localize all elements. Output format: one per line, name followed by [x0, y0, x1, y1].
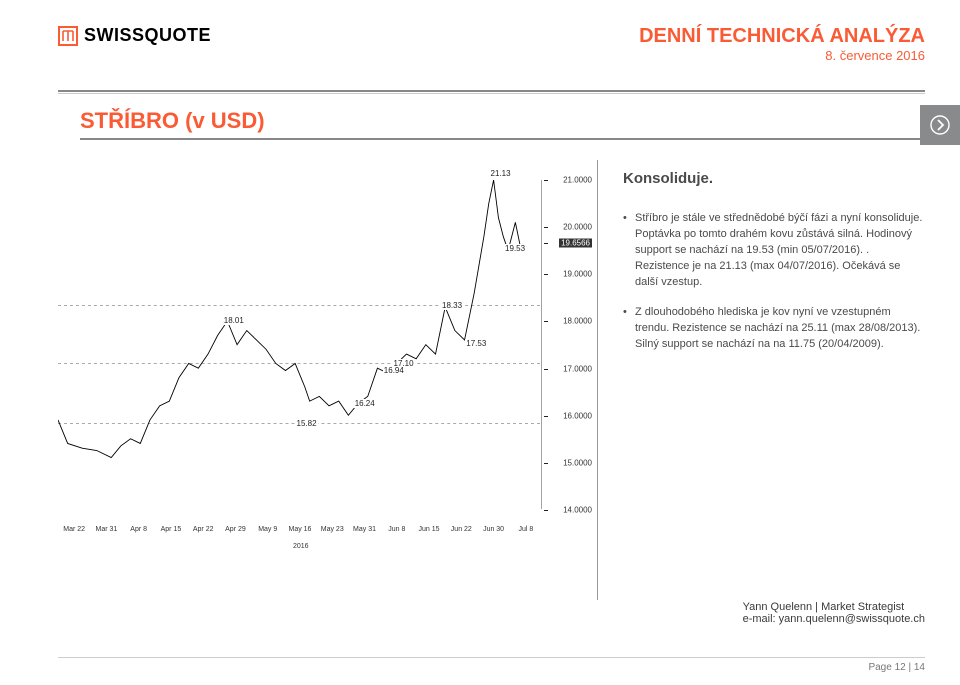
author-name: Yann Quelenn | Market Strategist	[743, 601, 925, 613]
chart-annotation: 17.53	[465, 339, 487, 348]
panel-title: STŘÍBRO (v USD)	[80, 108, 265, 133]
panel-title-bar: STŘÍBRO (v USD)	[80, 108, 925, 140]
chart-annotation: 19.53	[504, 244, 526, 253]
page-number: Page 12 | 14	[868, 662, 925, 673]
chart-annotation: 15.82	[296, 419, 318, 428]
x-axis: Mar 22Mar 31Apr 8Apr 15Apr 22Apr 29May 9…	[58, 526, 542, 540]
x-tick-label: Jun 15	[413, 526, 445, 540]
y-tick-label: 19.6566	[559, 239, 592, 248]
y-tick-label: 20.0000	[563, 223, 592, 232]
y-tick-label: 15.0000	[563, 458, 592, 467]
y-tick-label: 14.0000	[563, 506, 592, 515]
x-tick-label: Apr 29	[219, 526, 251, 540]
x-tick-label: Jul 8	[510, 526, 542, 540]
y-tick-label: 19.0000	[563, 270, 592, 279]
chart-column: 21.0000 20.0000 19.6566 19.0000 18.0000 17.00…	[58, 160, 598, 600]
x-tick-label: Mar 22	[58, 526, 90, 540]
chart-annotation: 21.13	[490, 169, 512, 178]
next-page-icon[interactable]	[920, 105, 960, 145]
x-tick-label: May 23	[316, 526, 348, 540]
logo-icon	[58, 26, 78, 46]
author-email: e-mail: yann.quelenn@swissquote.ch	[743, 613, 925, 625]
x-tick-label: Mar 31	[90, 526, 122, 540]
y-tick-label: 21.0000	[563, 176, 592, 185]
y-tick-label: 17.0000	[563, 364, 592, 373]
brand-logo: SWISSQUOTE	[58, 25, 211, 46]
x-tick-label: Jun 22	[445, 526, 477, 540]
chart-area: 21.000020.000019.656619.000018.000017.00…	[58, 180, 542, 510]
chart-annotation: 16.24	[354, 399, 376, 408]
page-footer: Page 12 | 14	[58, 657, 925, 673]
doc-title: DENNÍ TECHNICKÁ ANALÝZA	[639, 25, 925, 48]
x-tick-label: Apr 22	[187, 526, 219, 540]
x-tick-label: Jun 8	[381, 526, 413, 540]
logo-text: SWISSQUOTE	[84, 25, 211, 46]
chart-annotation: 16.94	[383, 366, 405, 375]
analysis-bullet: Z dlouhodobého hlediska je kov nyní ve v…	[623, 305, 925, 353]
x-axis-year: 2016	[293, 543, 309, 550]
chart-annotation: 18.33	[441, 301, 463, 310]
x-tick-label: May 31	[348, 526, 380, 540]
doc-date: 8. července 2016	[639, 48, 925, 63]
x-tick-label: May 9	[252, 526, 284, 540]
header-rule	[58, 90, 925, 94]
analysis-bullet: Stříbro je stále ve střednědobé býčí fáz…	[623, 211, 925, 291]
y-tick-label: 16.0000	[563, 411, 592, 420]
y-tick-label: 18.0000	[563, 317, 592, 326]
chart-annotation: 18.01	[223, 316, 245, 325]
x-tick-label: May 16	[284, 526, 316, 540]
summary-heading: Konsoliduje.	[623, 170, 925, 187]
x-tick-label: Jun 30	[477, 526, 509, 540]
x-tick-label: Apr 8	[123, 526, 155, 540]
author-block: Yann Quelenn | Market Strategist e-mail:…	[743, 601, 925, 625]
x-tick-label: Apr 15	[155, 526, 187, 540]
analysis-column: Konsoliduje. Stříbro je stále ve středně…	[598, 160, 925, 600]
